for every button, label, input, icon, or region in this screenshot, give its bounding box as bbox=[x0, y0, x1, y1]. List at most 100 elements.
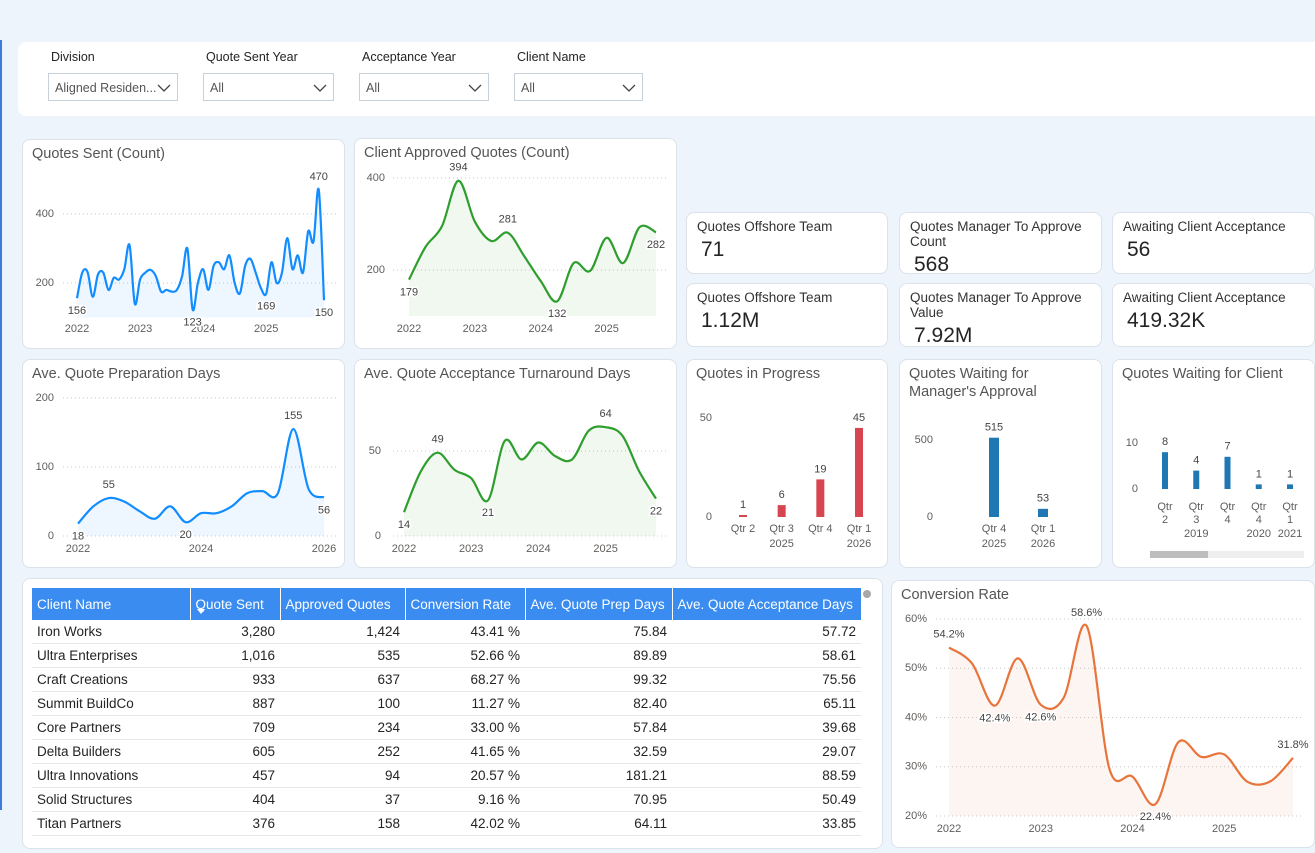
chart-plot: 0 10 8 Qtr 2 4 Qtr 3 7 Qtr 4 1 Qtr 4 1 Qtr 1 2019 202… bbox=[1126, 436, 1304, 558]
column-header[interactable]: Conversion Rate bbox=[405, 588, 526, 620]
kpi-card: Awaiting Client Acceptance 419.32K bbox=[1112, 283, 1315, 347]
x-tick-label: 2025 bbox=[1212, 823, 1236, 835]
chart-plot: 0 500 515 Qtr 4 53 Qtr 1 2025 2026 bbox=[915, 422, 1056, 550]
y-tick-label: 20% bbox=[905, 810, 927, 822]
x-tick-label: 2024 bbox=[528, 323, 552, 335]
x-tick-label: Qtr 4 bbox=[981, 523, 1007, 535]
filter-dropdown[interactable]: All bbox=[514, 73, 643, 101]
bar bbox=[816, 479, 825, 517]
line bbox=[948, 623, 1294, 806]
table-cell: 605 bbox=[190, 739, 280, 764]
table-cell: Summit BuildCo bbox=[32, 691, 190, 716]
data-label: 8 bbox=[1162, 436, 1168, 448]
data-label: 6 bbox=[779, 489, 785, 501]
data-label: 22.4% bbox=[1140, 811, 1171, 823]
chart-title: Quotes Sent (Count) bbox=[32, 146, 165, 162]
column-header[interactable]: Quote Sent bbox=[190, 588, 281, 620]
filter-dropdown[interactable]: All bbox=[203, 73, 334, 101]
table-cell: 404 bbox=[190, 787, 280, 812]
x-group-label: 2019 bbox=[1184, 528, 1208, 540]
column-header[interactable]: Client Name bbox=[32, 588, 191, 620]
kpi-value: 7.92M bbox=[914, 324, 973, 347]
table-row: Ultra Enterprises 1,016 535 52.66 % 89.89 58.… bbox=[32, 643, 861, 668]
bar bbox=[739, 515, 747, 517]
data-label: 515 bbox=[985, 422, 1003, 434]
x-tick-label: 2022 bbox=[65, 323, 89, 335]
line bbox=[408, 179, 657, 303]
x-tick-box: Qtr 1 bbox=[846, 523, 872, 535]
y-tick-label: 0 bbox=[48, 530, 54, 542]
table-cell: 11.27 % bbox=[405, 691, 525, 716]
kpi-title: Quotes Offshore Team bbox=[697, 290, 833, 305]
table-cell: 9.16 % bbox=[405, 787, 525, 812]
table-cell: 50.49 bbox=[672, 787, 861, 812]
kpi-value: 419.32K bbox=[1127, 309, 1206, 332]
kpi-body: Awaiting Client Acceptance 419.32K bbox=[1123, 290, 1308, 333]
table-cell: 20.57 % bbox=[405, 763, 525, 788]
x-tick-label: 2025 bbox=[594, 323, 618, 335]
table-cell: 70.95 bbox=[525, 787, 672, 812]
y-tick-label: 50% bbox=[905, 662, 927, 674]
data-label: 42.6% bbox=[1025, 712, 1056, 724]
x-group-label: 2026 bbox=[1031, 538, 1055, 550]
scroll-thumb bbox=[1150, 551, 1208, 558]
x-group-label: 2020 bbox=[1247, 528, 1271, 540]
table-cell: 181.21 bbox=[525, 763, 672, 788]
filter-label: Client Name bbox=[517, 50, 586, 64]
table-cell: Titan Partners bbox=[32, 811, 190, 836]
table-cell: 43.41 % bbox=[405, 620, 525, 644]
x-tick-label: 2023 bbox=[459, 543, 483, 555]
chart-plot: 0 50 1 Qtr 2 6 Qtr 3 19 Qtr 4 45 Qtr 1 2025 2026 bbox=[700, 412, 872, 550]
x-tick-label: 2023 bbox=[463, 323, 487, 335]
column-header[interactable]: Ave. Quote Prep Days bbox=[525, 588, 673, 620]
bar bbox=[1193, 470, 1200, 489]
kpi-card: Quotes Offshore Team 1.12M bbox=[686, 283, 888, 347]
area bbox=[77, 188, 324, 318]
x-tick-label: Qtr 1 bbox=[846, 523, 872, 535]
filter-value: All bbox=[210, 81, 224, 95]
table-cell: 234 bbox=[280, 715, 405, 740]
table-cell: 100 bbox=[280, 691, 405, 716]
filter-dropdown[interactable]: All bbox=[359, 73, 489, 101]
data-label: 156 bbox=[68, 305, 86, 317]
tbody: Iron Works 3,280 1,424 43.41 % 75.84 57.72 Ult… bbox=[32, 620, 861, 836]
x-tick-label: Qtr 2 bbox=[1157, 501, 1173, 526]
x-tick-label: Qtr 4 bbox=[1219, 501, 1236, 526]
x-group-label: 2025 bbox=[982, 538, 1006, 550]
table-cell: 37 bbox=[280, 787, 405, 812]
table-cell: 39.68 bbox=[672, 715, 861, 740]
y-tick-label: 400 bbox=[367, 172, 385, 184]
table-cell: Solid Structures bbox=[32, 787, 190, 812]
bar bbox=[1255, 484, 1262, 489]
x-tick-box: Qtr 2 bbox=[1157, 501, 1173, 526]
chevron-line bbox=[622, 84, 636, 92]
data-table: Client Name Quote Sent Approved Quotes Conv… bbox=[32, 588, 862, 836]
data-label: 45 bbox=[853, 412, 865, 424]
table-cell: 52.66 % bbox=[405, 643, 525, 668]
filter-value: All bbox=[366, 81, 380, 95]
column-header[interactable]: Ave. Quote Acceptance Days bbox=[672, 588, 862, 620]
chevron bbox=[622, 84, 636, 92]
filter-label: Acceptance Year bbox=[362, 50, 456, 64]
data-label: 18 bbox=[72, 530, 84, 542]
table-cell: 252 bbox=[280, 739, 405, 764]
data-label: 49 bbox=[431, 434, 443, 446]
data-label: 20 bbox=[180, 529, 192, 541]
x-tick-label: 2025 bbox=[254, 323, 278, 335]
x-tick-label: 2022 bbox=[937, 823, 961, 835]
chevron-line bbox=[313, 84, 327, 92]
y-tick-label: 200 bbox=[367, 264, 385, 276]
x-tick-label: 2022 bbox=[397, 323, 421, 335]
x-tick-label: 2024 bbox=[189, 543, 213, 555]
x-tick-label: Qtr 3 bbox=[769, 523, 794, 535]
table-row: Craft Creations 933 637 68.27 % 99.32 75.56 bbox=[32, 667, 861, 692]
table-cell: Core Partners bbox=[32, 715, 190, 740]
kpi-card: Awaiting Client Acceptance 56 bbox=[1112, 212, 1315, 274]
chart-card: 200 400 2022 2023 2024 2025 179 394 281 132 282 Cli… bbox=[354, 138, 677, 349]
filter-dropdown[interactable]: Aligned Residen... bbox=[48, 73, 178, 101]
y-tick-label: 400 bbox=[36, 208, 54, 220]
column-header[interactable]: Approved Quotes bbox=[280, 588, 406, 620]
data-label: 22 bbox=[650, 506, 662, 518]
kpi-value: 71 bbox=[701, 238, 725, 261]
table-cell: 99.32 bbox=[525, 667, 672, 692]
